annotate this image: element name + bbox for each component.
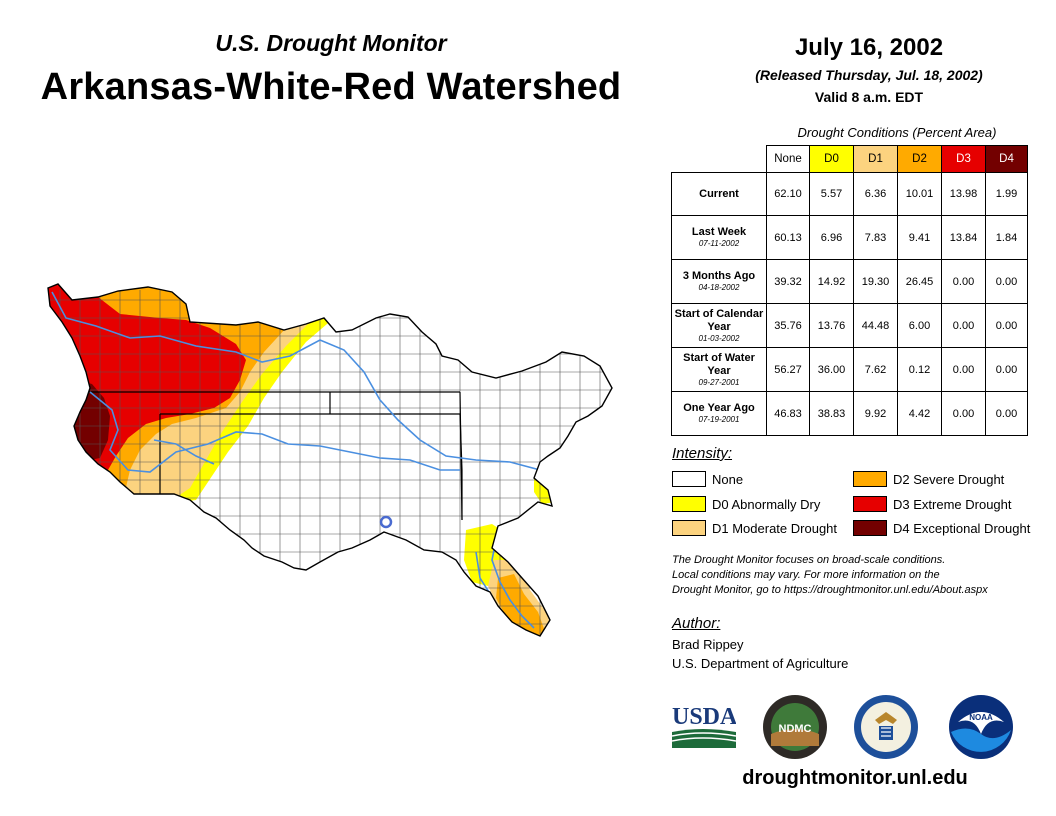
table-row: Start of Water Year 09-27-2001 56.27 36.00 7… [671,347,1028,392]
table-cell: 10.01 [897,172,942,216]
state-boundaries [48,391,463,521]
table-cell: 4.42 [897,391,942,436]
table-cell: 39.32 [766,259,810,304]
legend-title: Intensity: [672,445,733,462]
table-cell: 35.76 [766,303,810,348]
row-label: Start of Water Year 09-27-2001 [671,347,767,392]
table-cell: 9.92 [853,391,898,436]
col-d0: D0 [809,145,854,173]
col-none: None [766,145,810,173]
author-name: Brad Rippey [672,637,744,652]
row-label: Current [671,172,767,216]
legend-d2: D2 Severe Drought [853,471,1004,487]
row-label: Start of Calendar Year 01-03-2002 [671,303,767,348]
lake-marker [379,515,393,529]
table-cell: 0.00 [985,347,1028,392]
ndmc-logo: NDMC [763,695,827,759]
rivers [51,291,557,629]
valid-time: Valid 8 a.m. EDT [814,89,924,105]
map-date: July 16, 2002 [794,34,944,61]
table-cell: 46.83 [766,391,810,436]
table-cell: 0.12 [897,347,942,392]
table-cell: 6.00 [897,303,942,348]
col-d3: D3 [941,145,986,173]
legend-none: None [672,471,743,487]
legend-d3: D3 Extreme Drought [853,496,1012,512]
table-cell: 0.00 [985,303,1028,348]
table-cell: 38.83 [809,391,854,436]
row-label: One Year Ago 07-19-2001 [671,391,767,436]
table-cell: 13.98 [941,172,986,216]
author-heading: Author: [672,615,721,632]
map-title: Arkansas-White-Red Watershed [40,66,622,108]
commerce-seal-logo [854,695,918,759]
drought-d0-ne-area [562,450,578,464]
table-cell: 19.30 [853,259,898,304]
author-organization: U.S. Department of Agriculture [672,656,849,671]
col-d4: D4 [985,145,1028,173]
table-cell: 60.13 [766,215,810,260]
table-cell: 44.48 [853,303,898,348]
svg-text:NOAA: NOAA [969,713,993,722]
map-subtitle: U.S. Drought Monitor [215,30,447,56]
table-cell: 1.84 [985,215,1028,260]
table-row: 3 Months Ago 04-18-2002 39.32 14.92 19.30 26.… [671,259,1028,304]
legend-d4: D4 Exceptional Drought [853,520,1030,536]
table-cell: 6.36 [853,172,898,216]
table-cell: 56.27 [766,347,810,392]
drought-d2-se-area [496,574,548,636]
table-cell: 26.45 [897,259,942,304]
row-label: Last Week 07-11-2002 [671,215,767,260]
col-d2: D2 [897,145,942,173]
table-row: One Year Ago 07-19-2001 46.83 38.83 9.92 4.42… [671,391,1028,436]
svg-text:USDA: USDA [672,704,736,730]
svg-text:NDMC: NDMC [779,723,812,735]
table-cell: 62.10 [766,172,810,216]
footer-website[interactable]: droughtmonitor.unl.edu [742,767,968,789]
table-cell: 13.84 [941,215,986,260]
table-row: Start of Calendar Year 01-03-2002 35.76 13.… [671,303,1028,348]
table-cell: 6.96 [809,215,854,260]
table-cell: 7.62 [853,347,898,392]
legend-d0: D0 Abnormally Dry [672,496,820,512]
table-cell: 7.83 [853,215,898,260]
table-cell: 1.99 [985,172,1028,216]
table-cell: 0.00 [985,259,1028,304]
table-cell: 13.76 [809,303,854,348]
drought-stats-table: None D0 D1 D2 D3 D4 Current 62.10 5.57 6.36… [671,145,1028,436]
table-cell: 0.00 [941,391,986,436]
row-label: 3 Months Ago 04-18-2002 [671,259,767,304]
table-cell: 5.57 [809,172,854,216]
table-cell: 0.00 [941,347,986,392]
table-cell: 0.00 [985,391,1028,436]
table-cell: 9.41 [897,215,942,260]
table-row: Current 62.10 5.57 6.36 10.01 13.98 1.99 [671,172,1028,216]
table-cell: 14.92 [809,259,854,304]
disclaimer-note: The Drought Monitor focuses on broad-sca… [672,554,988,596]
usda-logo: USDA [672,704,736,748]
table-cell: 0.00 [941,303,986,348]
col-d1: D1 [853,145,898,173]
table-cell: 36.00 [809,347,854,392]
release-date: (Released Thursday, Jul. 18, 2002) [755,67,983,83]
table-cell: 0.00 [941,259,986,304]
table-caption: Drought Conditions (Percent Area) [797,125,997,140]
legend-d1: D1 Moderate Drought [672,520,837,536]
noaa-logo: NOAA [949,695,1013,759]
watershed-map [47,283,613,637]
table-row: Last Week 07-11-2002 60.13 6.96 7.83 9.41 13.8… [671,215,1028,260]
